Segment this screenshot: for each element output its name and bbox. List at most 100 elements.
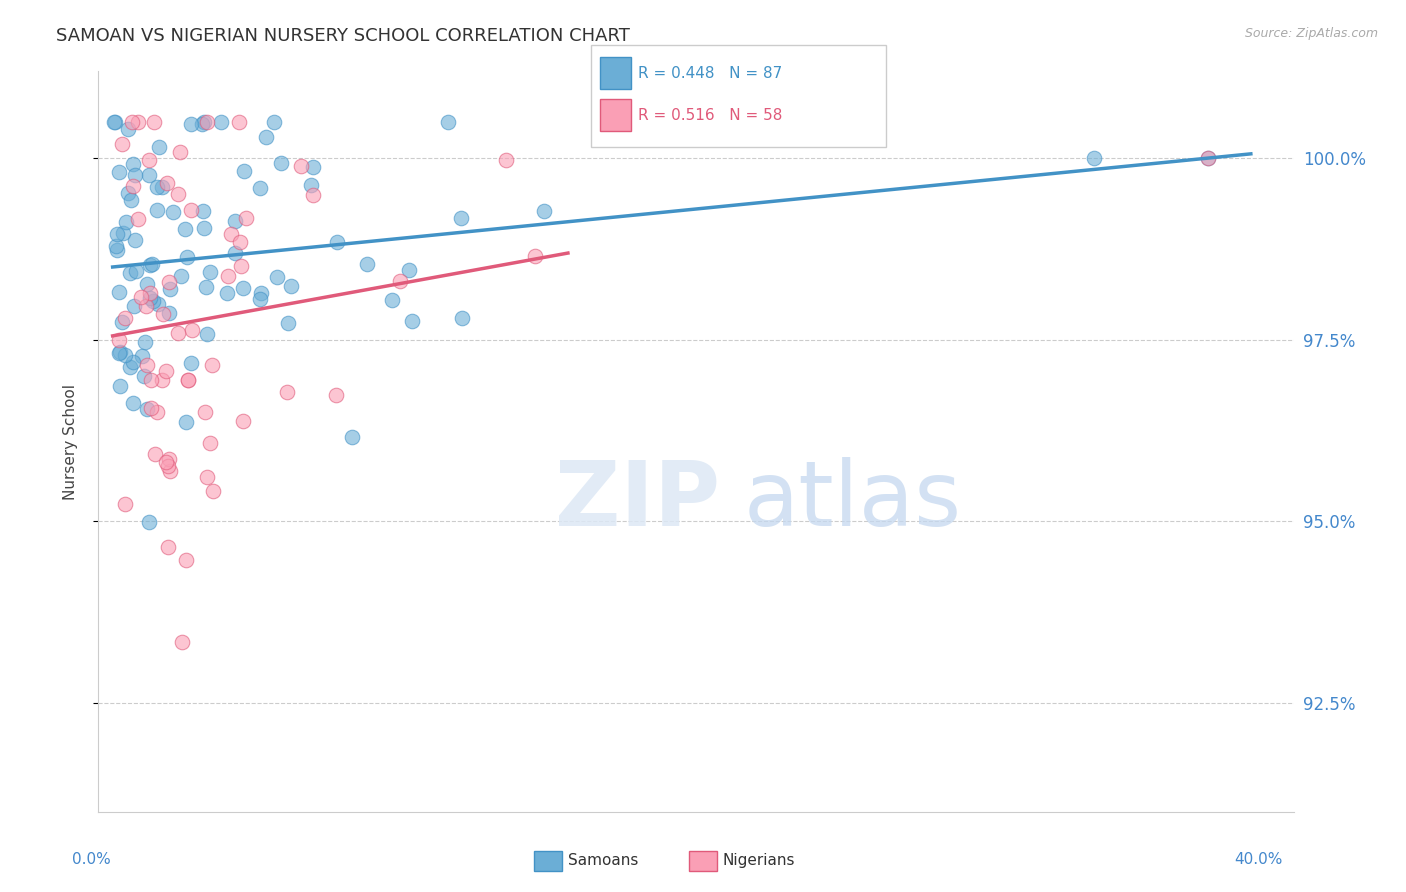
Point [325, 388, 347, 402]
Point [1197, 152, 1219, 166]
Point [169, 145, 191, 160]
Point [201, 483, 224, 498]
Point [173, 221, 195, 235]
Point [150, 373, 173, 387]
Point [229, 235, 252, 250]
Point [156, 540, 179, 554]
Point [143, 115, 166, 129]
Point [110, 345, 132, 359]
Point [105, 227, 128, 241]
Point [157, 306, 180, 320]
Point [302, 187, 325, 202]
Point [105, 239, 128, 253]
Point [108, 285, 131, 299]
Point [326, 235, 349, 249]
Point [139, 401, 162, 416]
Text: Nigerians: Nigerians [723, 854, 796, 868]
Point [138, 169, 160, 183]
Point [135, 299, 157, 313]
Point [224, 213, 246, 227]
Point [131, 290, 153, 304]
Point [141, 257, 163, 271]
Point [177, 373, 200, 387]
Point [111, 226, 134, 240]
Point [118, 359, 141, 374]
Point [145, 180, 167, 194]
Point [146, 405, 169, 419]
Point [1083, 152, 1105, 166]
Point [232, 164, 254, 178]
Point [111, 137, 134, 152]
Point [108, 346, 131, 360]
Point [150, 180, 173, 194]
Point [198, 436, 221, 450]
Point [159, 464, 181, 478]
Point [157, 452, 180, 467]
Point [263, 115, 285, 129]
Point [217, 285, 239, 300]
Point [156, 459, 179, 474]
Point [124, 168, 146, 182]
Point [266, 270, 288, 285]
Point [276, 384, 298, 399]
Point [270, 156, 292, 170]
Point [195, 326, 218, 341]
Point [155, 455, 177, 469]
Point [157, 275, 180, 289]
Point [107, 165, 129, 179]
Point [193, 221, 215, 235]
Point [194, 280, 217, 294]
Text: 40.0%: 40.0% [1234, 852, 1282, 867]
Point [114, 497, 136, 511]
Point [224, 245, 246, 260]
Point [170, 268, 193, 283]
Point [127, 212, 149, 227]
Point [194, 405, 217, 419]
Point [117, 122, 139, 136]
Point [177, 373, 200, 387]
Point [277, 316, 299, 330]
Point [121, 178, 143, 193]
Y-axis label: Nursery School: Nursery School [63, 384, 77, 500]
Point [124, 233, 146, 247]
Point [235, 211, 257, 225]
Point [381, 293, 404, 307]
Point [193, 115, 215, 129]
Point [121, 396, 143, 410]
Point [533, 204, 555, 219]
Point [122, 355, 145, 369]
Point [103, 115, 125, 129]
Point [148, 140, 170, 154]
Point [254, 130, 277, 145]
Text: Samoans: Samoans [568, 854, 638, 868]
Text: atlas: atlas [744, 457, 962, 545]
Point [181, 323, 204, 337]
Point [198, 265, 221, 279]
Point [195, 470, 218, 484]
Point [107, 333, 129, 347]
Point [143, 447, 166, 461]
Point [302, 161, 325, 175]
Text: R = 0.516   N = 58: R = 0.516 N = 58 [638, 108, 783, 122]
Point [114, 311, 136, 326]
Point [180, 203, 202, 218]
Point [450, 211, 472, 226]
Point [229, 259, 252, 273]
Point [124, 299, 146, 313]
Point [114, 215, 136, 229]
Point [155, 363, 177, 377]
Point [174, 415, 197, 429]
Point [388, 274, 411, 288]
Point [104, 115, 127, 129]
Point [138, 153, 160, 167]
Point [134, 368, 156, 383]
Point [142, 293, 165, 308]
Point [170, 635, 193, 649]
Point [450, 310, 472, 325]
Point [280, 279, 302, 293]
Text: Source: ZipAtlas.com: Source: ZipAtlas.com [1244, 27, 1378, 40]
Point [228, 115, 250, 129]
Point [127, 115, 149, 129]
Point [299, 178, 322, 192]
Point [139, 285, 162, 300]
